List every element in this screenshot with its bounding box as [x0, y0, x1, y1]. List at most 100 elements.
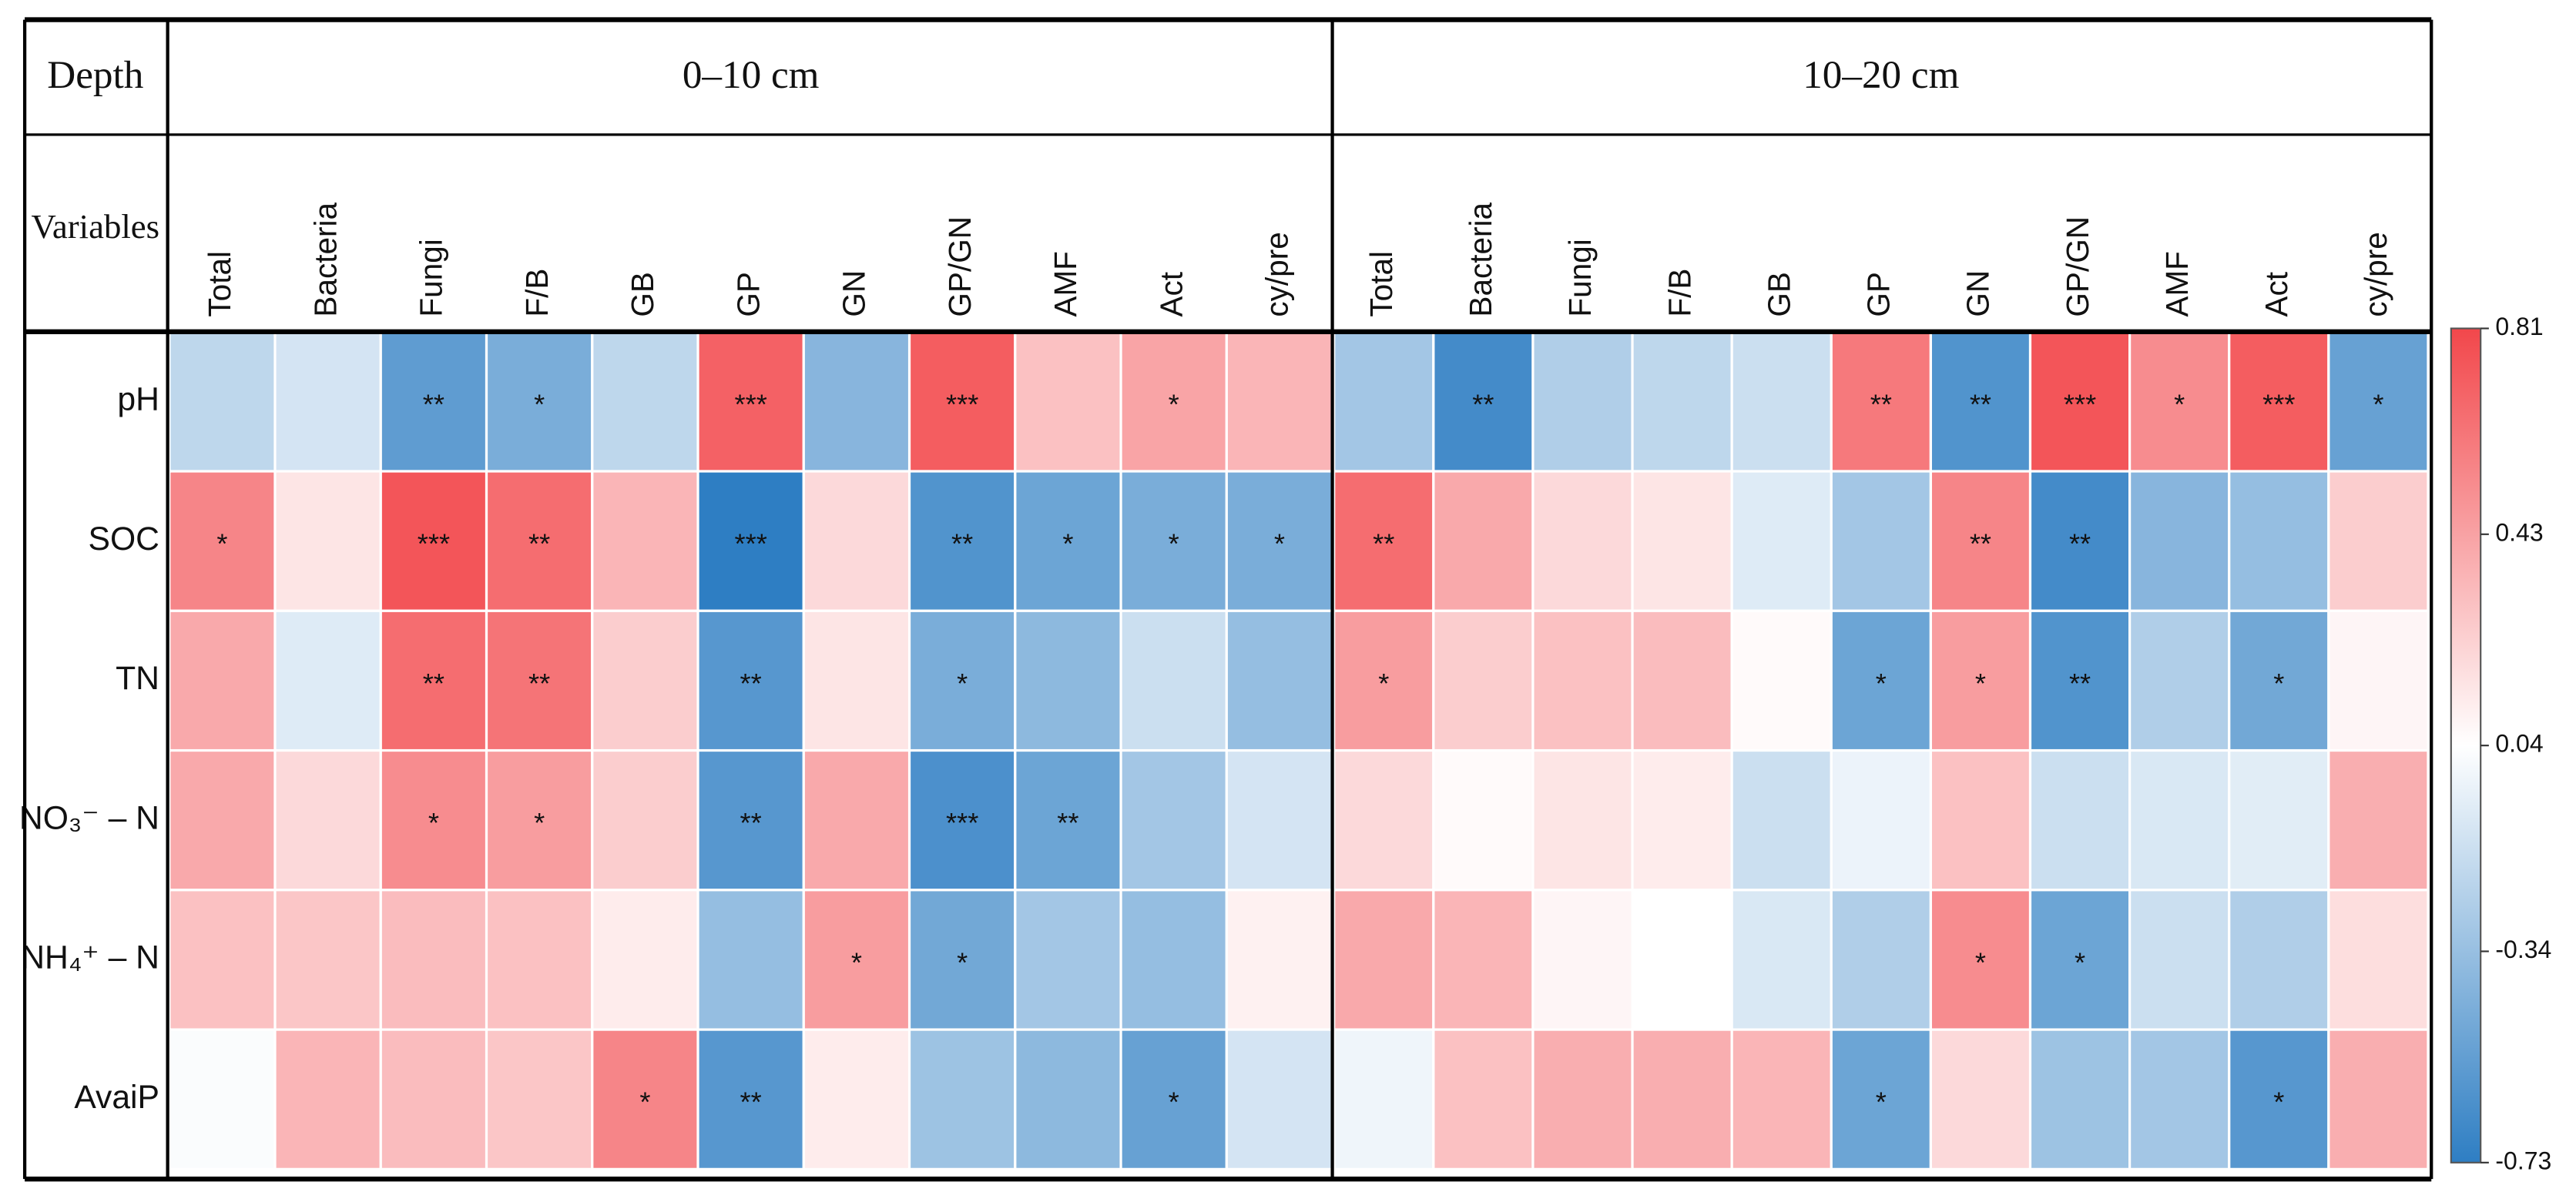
- heatmap-cell: [379, 470, 488, 612]
- column-label: cy/pre: [2358, 232, 2393, 316]
- heatmap-cell: [379, 330, 488, 473]
- column-label: Act: [1153, 272, 1189, 317]
- heatmap-cell: [1225, 330, 1334, 473]
- significance-label: **: [740, 807, 762, 839]
- group-title: 10–20 cm: [1803, 53, 1959, 97]
- heatmap-cell: [1929, 1028, 2032, 1170]
- significance-label: **: [1373, 528, 1394, 560]
- heatmap-cell: [273, 609, 382, 752]
- significance-label: *: [1169, 1086, 1179, 1118]
- heatmap-cell: [1014, 889, 1122, 1031]
- heatmap-cell: [1333, 1028, 1435, 1170]
- heatmap-cell: [1830, 889, 1932, 1031]
- heatmap-cell: [2228, 1028, 2330, 1170]
- heatmap-cell: [168, 470, 277, 612]
- heatmap-cell: [273, 748, 382, 892]
- heatmap-cell: [802, 470, 911, 612]
- heatmap-cell: [1432, 748, 1535, 892]
- heatmap-cell: [1631, 470, 1733, 612]
- heatmap-cell: [485, 330, 594, 473]
- heatmap-cell: [1333, 470, 1435, 612]
- column-label: GP: [1861, 272, 1897, 317]
- column-label: Total: [1363, 251, 1399, 317]
- heatmap-cell: [1631, 330, 1733, 473]
- heatmap-cell: [2327, 1028, 2430, 1170]
- heatmap-cell: [1631, 889, 1733, 1031]
- significance-label: ***: [735, 528, 767, 560]
- heatmap-cell: [1119, 609, 1228, 752]
- significance-label: *: [639, 1086, 650, 1118]
- heatmap-cell: [907, 609, 1017, 752]
- heatmap-cell: [1333, 609, 1435, 752]
- heatmap-cell: [1014, 330, 1122, 473]
- heatmap-cell: [1432, 1028, 1535, 1170]
- heatmap-cell: [591, 609, 699, 752]
- heatmap-cell: [802, 330, 911, 473]
- heatmap-cell: [1225, 609, 1334, 752]
- heatmap-cell: [2228, 470, 2330, 612]
- heatmap-cell: [1333, 889, 1435, 1031]
- heatmap-cell: [168, 609, 277, 752]
- heatmap-cell: [1225, 1028, 1334, 1170]
- depth-header: Depth: [47, 53, 143, 97]
- heatmap-cell: [1014, 470, 1122, 612]
- significance-label: **: [1472, 388, 1494, 420]
- heatmap-cell: [1014, 748, 1122, 892]
- heatmap-cell: [273, 889, 382, 1031]
- heatmap-cell: [2128, 748, 2231, 892]
- heatmap-cell: [379, 889, 488, 1031]
- heatmap-cell: [1432, 889, 1535, 1031]
- significance-label: *: [534, 388, 545, 420]
- heatmap-cell: [1730, 330, 1833, 473]
- column-label: Bacteria: [1463, 203, 1498, 317]
- column-label: GP/GN: [2060, 216, 2095, 317]
- heatmap-cell: [1631, 1028, 1733, 1170]
- significance-label: **: [740, 668, 762, 699]
- heatmap-cell: [485, 1028, 594, 1170]
- heatmap-cell: [591, 748, 699, 892]
- heatmap-cell: [696, 889, 805, 1031]
- heatmap-cell: [1730, 889, 1833, 1031]
- heatmap-cell: [1333, 330, 1435, 473]
- row-label: AvaiP: [74, 1079, 159, 1116]
- significance-label: ***: [2262, 388, 2295, 420]
- column-label: Fungi: [1562, 239, 1598, 316]
- heatmap-cell: [591, 889, 699, 1031]
- significance-label: **: [528, 668, 550, 699]
- heatmap-cell: [2327, 609, 2430, 752]
- row-label: pH: [117, 381, 159, 418]
- significance-label: *: [1975, 946, 1986, 978]
- heatmap-cell: [2327, 470, 2430, 612]
- colorbar-tick-label: 0.81: [2495, 313, 2543, 340]
- row-label: NH₄⁺ – N: [21, 939, 159, 976]
- colorbar-tick-label: 0.04: [2495, 730, 2543, 758]
- heatmap-cell: [1531, 609, 1634, 752]
- heatmap-cell: [1631, 609, 1733, 752]
- heatmap-cell: [1929, 748, 2032, 892]
- heatmap-cell: [2028, 609, 2132, 752]
- significance-label: ***: [735, 388, 767, 420]
- heatmap-cell: [1531, 748, 1634, 892]
- significance-label: ***: [2064, 388, 2096, 420]
- column-label: F/B: [1662, 269, 1697, 317]
- heatmap-cell: [1225, 470, 1334, 612]
- heatmap-cell: [168, 330, 277, 473]
- significance-label: **: [2069, 668, 2091, 699]
- heatmap-cell: [2228, 889, 2330, 1031]
- heatmap-cell: [1432, 609, 1535, 752]
- heatmap-cell: [907, 330, 1017, 473]
- heatmap-cell: [907, 1028, 1017, 1170]
- column-label: GB: [625, 272, 660, 317]
- significance-label: *: [2373, 388, 2383, 420]
- heatmap-cell: [1730, 470, 1833, 612]
- significance-label: **: [2069, 528, 2091, 560]
- heatmap-cell: [1730, 748, 1833, 892]
- significance-label: **: [1970, 388, 1991, 420]
- colorbar-tick-label: 0.43: [2495, 518, 2543, 546]
- heatmap-cell: [1830, 748, 1932, 892]
- significance-label: **: [423, 388, 444, 420]
- heatmap-cell: [2327, 889, 2430, 1031]
- heatmap-cell: [2128, 609, 2231, 752]
- heatmap-cell: [2128, 1028, 2231, 1170]
